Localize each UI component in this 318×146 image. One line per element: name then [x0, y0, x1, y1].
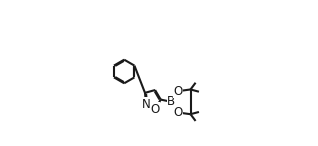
- Text: O: O: [150, 103, 160, 116]
- Text: N: N: [142, 98, 150, 111]
- Text: O: O: [174, 106, 183, 119]
- Text: O: O: [174, 85, 183, 98]
- Text: B: B: [167, 95, 176, 108]
